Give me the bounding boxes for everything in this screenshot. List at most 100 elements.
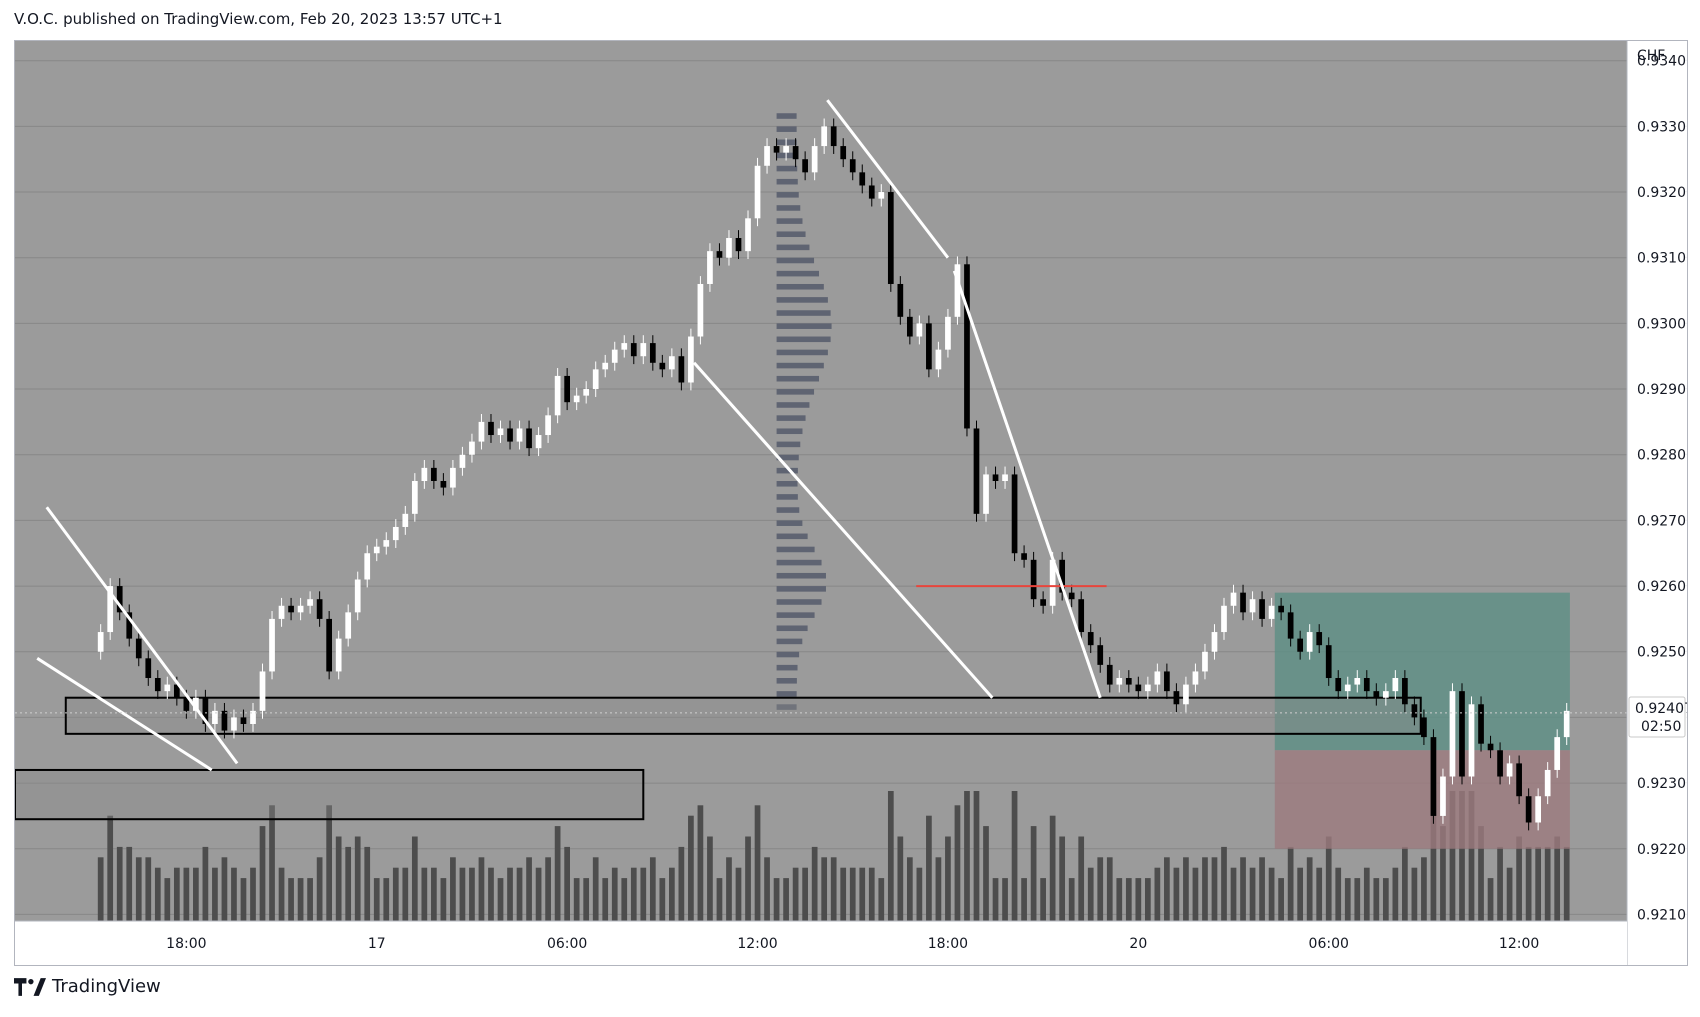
volume-bar (830, 857, 837, 921)
candle-body (526, 428, 532, 449)
volume-profile-bar (776, 441, 801, 448)
time-tick-label: 12:00 (1499, 936, 1539, 952)
volume-bar (202, 846, 209, 921)
volume-profile-bar (776, 494, 798, 500)
candle-body (821, 126, 828, 147)
volume-profile-bar (776, 559, 822, 566)
volume-profile-bar (776, 625, 808, 632)
candle-body (1335, 678, 1342, 692)
candle-body (773, 146, 780, 153)
candles (97, 118, 1570, 831)
candle-body (478, 421, 485, 442)
time-axis: 18:001706:0012:0018:002006:0012:0018:002… (15, 920, 1700, 965)
candle-body (945, 316, 951, 350)
candle-body (602, 362, 609, 370)
candle-body (1506, 763, 1513, 777)
candle-body (897, 283, 904, 317)
candle-body (450, 467, 456, 488)
candle-body (373, 546, 380, 554)
volume-bar (431, 867, 437, 921)
candle-body (573, 395, 580, 403)
volume-bar (440, 878, 447, 921)
volume-profile-bar (776, 283, 824, 290)
candle-body (697, 283, 704, 337)
tradingview-footer[interactable]: TradingView (14, 976, 161, 997)
volume-bar (1116, 878, 1123, 921)
candle-body (716, 251, 723, 258)
volume-bar (1392, 867, 1399, 921)
candle-body (878, 192, 885, 199)
volume-profile-bar (776, 323, 832, 329)
candle-body (402, 513, 409, 527)
volume-bar (1354, 878, 1361, 921)
volume-bar (221, 857, 228, 921)
candle-body (1563, 710, 1570, 738)
trend-line (692, 361, 994, 699)
candle-body (107, 586, 114, 633)
volume-profile-bar (776, 599, 822, 605)
volume-bar (1316, 867, 1323, 921)
candle-body (392, 526, 399, 541)
volume-bar (469, 867, 475, 921)
candle-body (688, 336, 694, 383)
volume-bar (145, 857, 152, 921)
volume-bar (402, 867, 409, 921)
volume-profile-bar (776, 481, 798, 487)
volume-bar (1459, 791, 1465, 921)
volume-bar (1554, 836, 1561, 921)
candle-body (535, 435, 542, 449)
last-price-label: 0.92407 02:50 (1628, 696, 1693, 738)
candle-body (250, 710, 256, 724)
candle-body (1449, 691, 1456, 777)
candle-body (554, 375, 561, 416)
volume-bar (1335, 867, 1342, 921)
volume-profile-bar (776, 546, 815, 553)
candle-body (1011, 474, 1018, 554)
volume-bar (164, 878, 171, 921)
volume-bar (1402, 846, 1408, 921)
candle-body (1392, 678, 1399, 692)
candle-body (1144, 684, 1151, 692)
volume-bar (345, 846, 352, 921)
candle-body (116, 586, 123, 613)
trend-line (952, 270, 1102, 699)
candle-body (335, 638, 342, 672)
volume-bar (1516, 836, 1522, 921)
volume-bar (554, 826, 561, 921)
candle-body (621, 343, 628, 350)
candle-body (802, 159, 808, 173)
candle-body (173, 684, 180, 698)
candle-body (1164, 671, 1170, 692)
demand-zone-upper (64, 696, 1422, 735)
volume-bar (1173, 867, 1180, 921)
volume-bar (1030, 826, 1037, 921)
candle-body (1268, 605, 1275, 619)
volume-bar (783, 878, 789, 921)
candle-body (1306, 632, 1313, 652)
candle-body (830, 126, 837, 147)
volume-bar (97, 857, 104, 921)
volume-bar (745, 836, 751, 921)
candle-body (269, 618, 275, 672)
candle-body (649, 343, 656, 363)
volume-bar (297, 878, 304, 921)
candle-body (640, 343, 647, 357)
candle-body (1125, 678, 1132, 685)
volume-bar (545, 857, 551, 921)
candle-body (440, 481, 447, 488)
candle-body (792, 146, 799, 160)
volume-bar (373, 878, 380, 921)
candle-body (1154, 671, 1161, 685)
candle-body (954, 264, 961, 317)
volume-profile-bar (776, 651, 800, 658)
candle-body (1087, 632, 1094, 646)
candle-body (964, 264, 970, 429)
candle-body (1249, 599, 1256, 613)
volume-bar (212, 867, 218, 921)
candle-body (488, 421, 494, 436)
